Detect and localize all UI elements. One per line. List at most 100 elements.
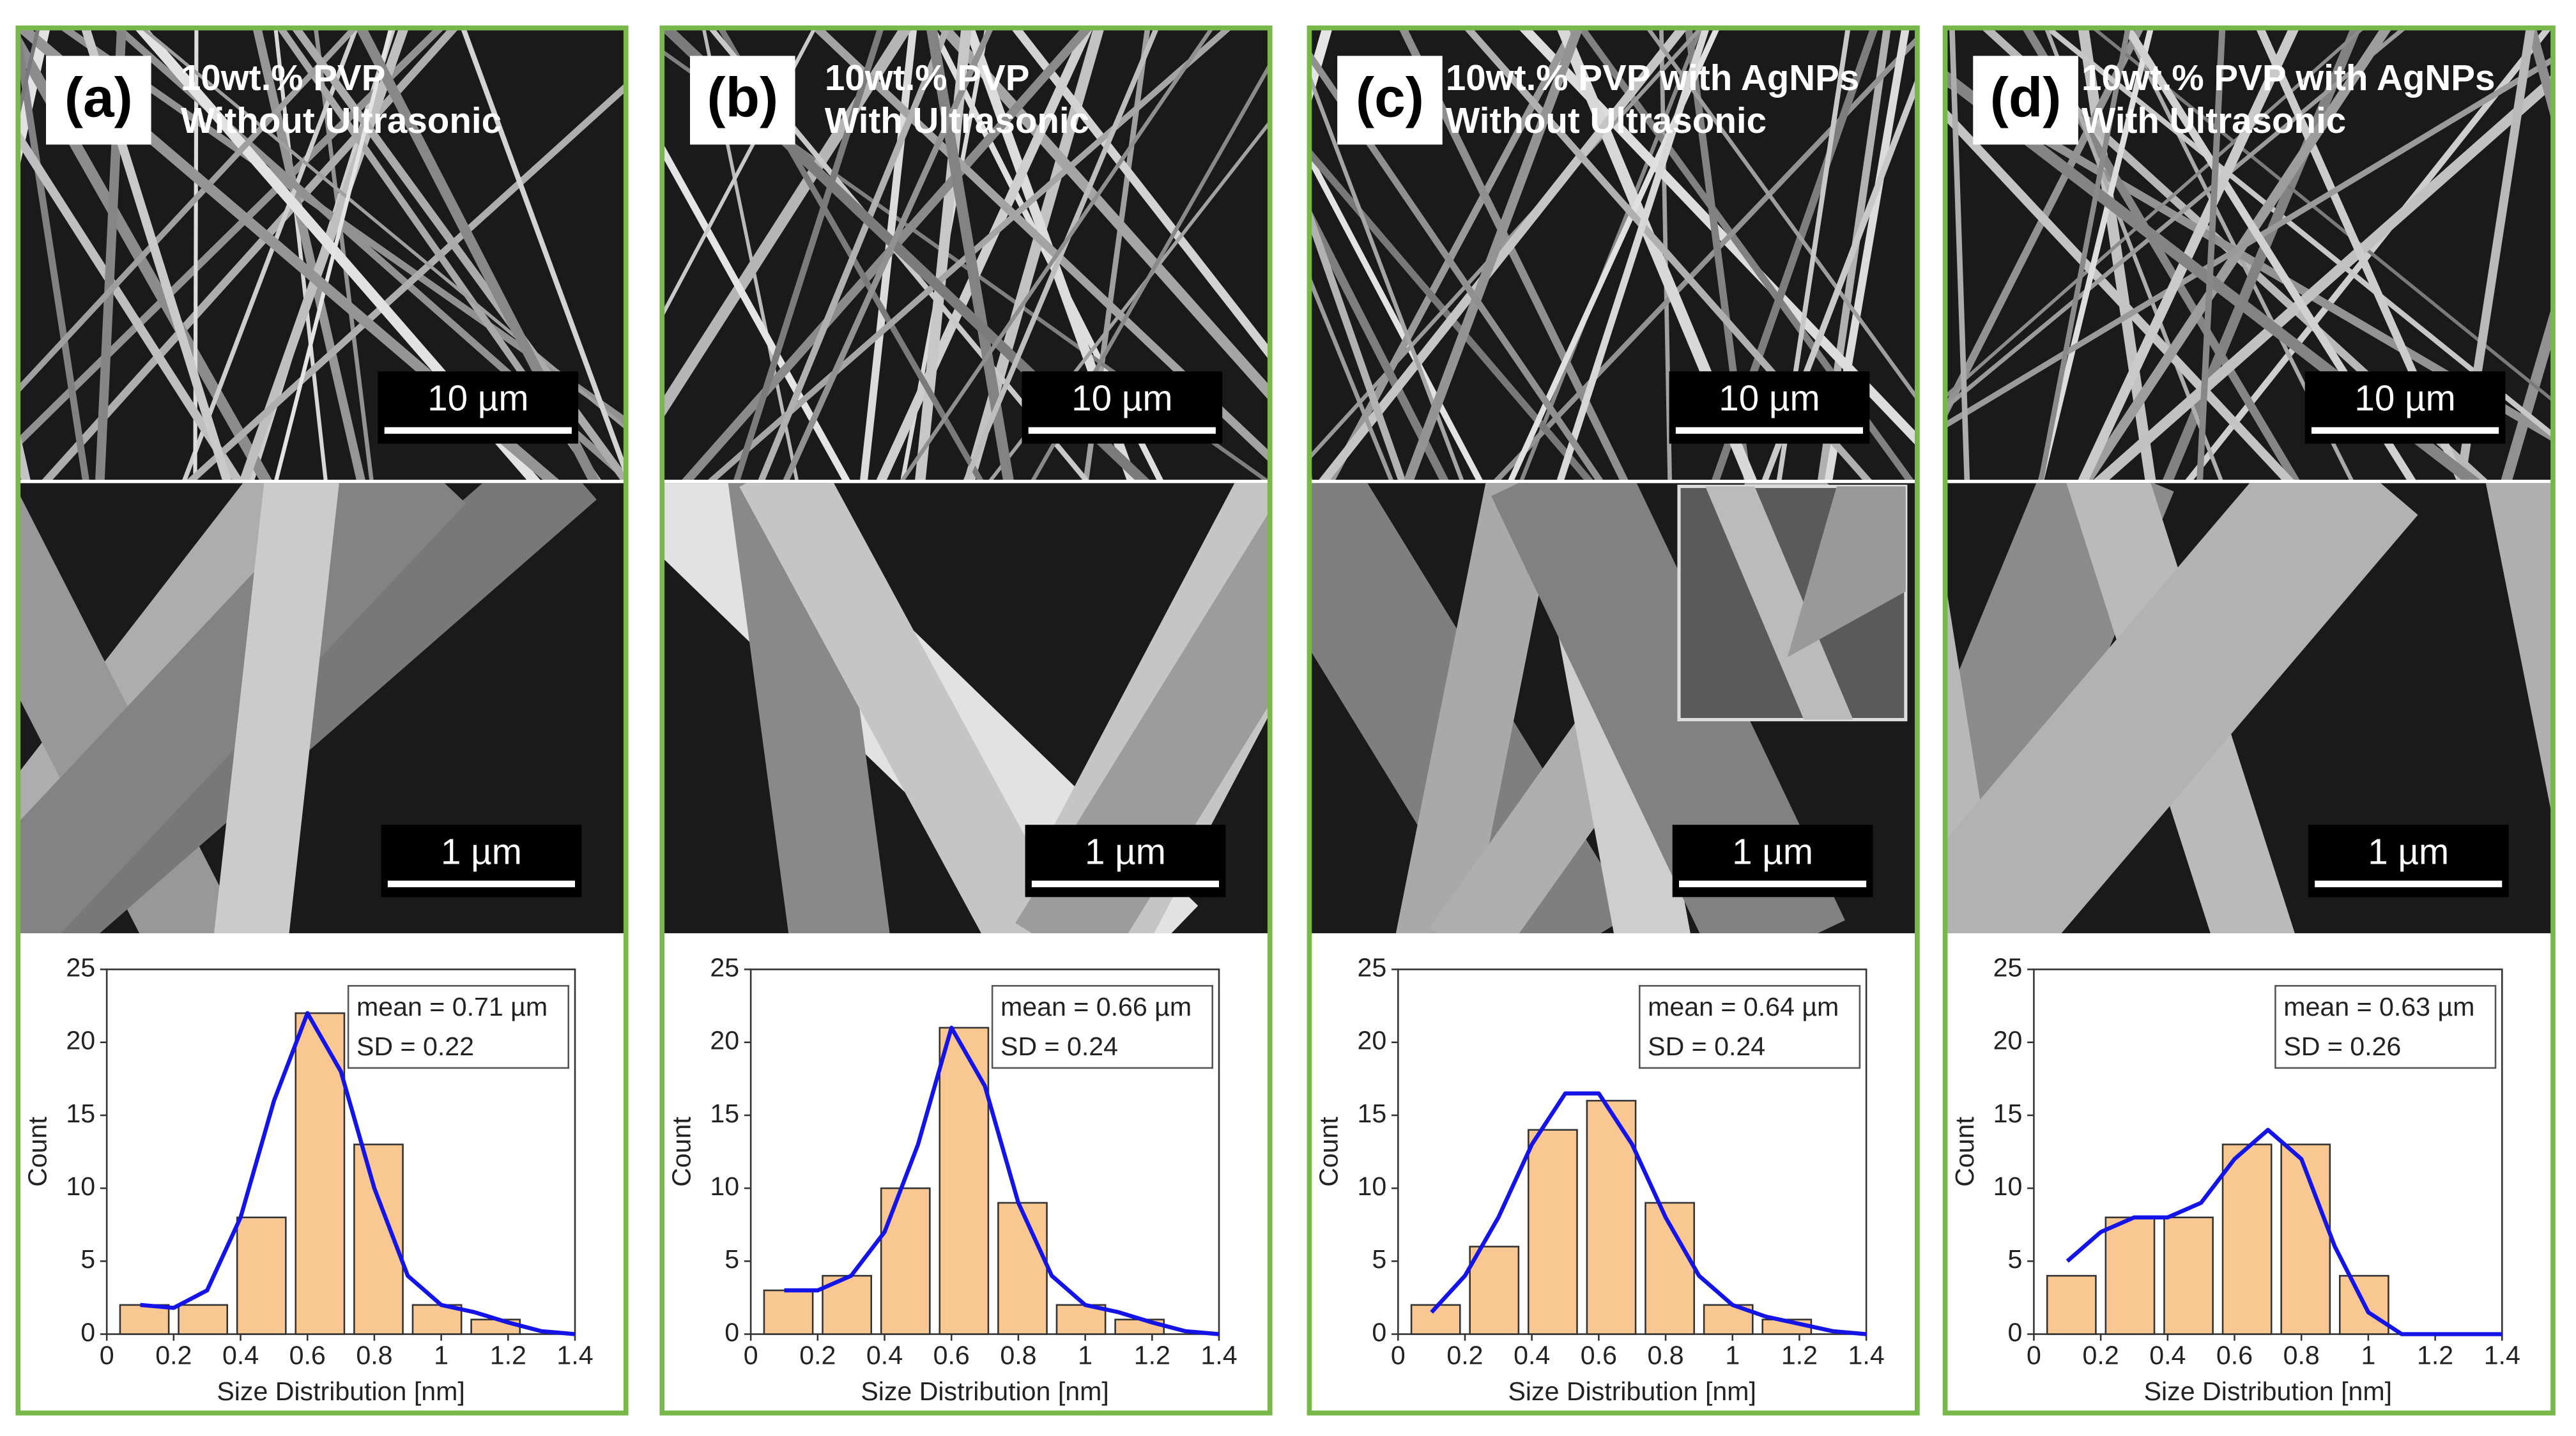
y-tick-label: 10 bbox=[66, 1172, 95, 1201]
fiber bbox=[2038, 29, 2131, 480]
y-tick-label: 5 bbox=[80, 1244, 95, 1274]
panel-label: (a) bbox=[65, 66, 133, 129]
x-tick-label: 0.8 bbox=[2283, 1340, 2320, 1370]
annotation-box bbox=[2274, 984, 2497, 1069]
x-tick-label: 0.6 bbox=[2216, 1340, 2253, 1370]
fiber bbox=[926, 29, 1014, 480]
x-axis-label: Size Distribution [nm] bbox=[861, 1377, 1108, 1406]
x-tick-label: 0 bbox=[744, 1340, 758, 1370]
y-tick-label: 0 bbox=[80, 1317, 95, 1347]
scale-bar-label: 10 µm bbox=[427, 378, 528, 418]
fiber bbox=[1311, 51, 1604, 480]
x-tick-label: 0 bbox=[1391, 1340, 1406, 1370]
bar bbox=[2221, 1143, 2273, 1335]
bar bbox=[2280, 1143, 2331, 1335]
panel-title: 10wt.% PVP with AgNPs bbox=[2082, 57, 2495, 98]
annotation: SD = 0.26 bbox=[2283, 1032, 2401, 1061]
panel-label-box bbox=[1337, 56, 1443, 145]
x-tick-label: 0 bbox=[2027, 1340, 2041, 1370]
fiber bbox=[938, 29, 1269, 400]
fiber bbox=[19, 29, 357, 393]
fit-curve bbox=[140, 1011, 576, 1336]
fiber bbox=[2093, 75, 2552, 480]
y-tick-label: 25 bbox=[66, 952, 95, 982]
fiber bbox=[739, 483, 1076, 933]
y-tick-label: 0 bbox=[2008, 1317, 2023, 1347]
fit-curve bbox=[2066, 1127, 2503, 1336]
panel-title: With Ultrasonic bbox=[2082, 100, 2346, 141]
annotation-box bbox=[347, 984, 569, 1069]
y-tick-label: 5 bbox=[1372, 1244, 1386, 1274]
fiber bbox=[1404, 29, 1583, 480]
panel-label: (c) bbox=[1356, 66, 1424, 129]
fiber bbox=[2092, 29, 2552, 402]
inset-fiber bbox=[1787, 486, 1906, 657]
fiber bbox=[2196, 29, 2226, 480]
panel-border bbox=[659, 25, 1273, 1416]
fiber bbox=[663, 29, 912, 418]
y-axis-label: Count bbox=[1314, 1117, 1344, 1187]
x-tick-label: 0.2 bbox=[1446, 1340, 1483, 1370]
fiber bbox=[1311, 277, 1393, 480]
x-tick-label: 1.4 bbox=[1848, 1340, 1885, 1370]
annotation: mean = 0.71 µm bbox=[356, 992, 548, 1021]
annotation: mean = 0.63 µm bbox=[2283, 992, 2474, 1021]
fiber bbox=[273, 29, 328, 480]
panel-label-box bbox=[690, 56, 795, 145]
panel-title: 10wt.% PVP bbox=[825, 57, 1030, 98]
annotation: SD = 0.24 bbox=[1648, 1032, 1765, 1061]
fiber bbox=[19, 29, 50, 167]
x-tick-label: 1.2 bbox=[2417, 1340, 2453, 1370]
y-tick-label: 20 bbox=[710, 1026, 739, 1055]
bar bbox=[2338, 1274, 2389, 1335]
y-tick-label: 15 bbox=[710, 1099, 739, 1128]
x-tick-label: 0.8 bbox=[1000, 1340, 1036, 1370]
fiber bbox=[2527, 29, 2552, 119]
fiber bbox=[1311, 149, 1593, 480]
bar bbox=[2046, 1274, 2097, 1335]
panel-title: 10wt.% PVP with AgNPs bbox=[1446, 57, 1859, 98]
x-tick-label: 0.4 bbox=[866, 1340, 903, 1370]
fiber bbox=[1947, 483, 2418, 933]
x-tick-label: 1.4 bbox=[556, 1340, 593, 1370]
panel-label: (d) bbox=[1990, 66, 2062, 129]
fiber bbox=[1011, 29, 1269, 359]
y-tick-label: 0 bbox=[724, 1317, 739, 1347]
y-tick-label: 20 bbox=[1358, 1026, 1387, 1055]
fiber bbox=[2045, 29, 2552, 438]
fiber bbox=[733, 29, 884, 480]
x-tick-label: 0 bbox=[100, 1340, 114, 1370]
x-axis-label: Size Distribution [nm] bbox=[1508, 1377, 1756, 1406]
x-tick-label: 0.6 bbox=[289, 1340, 326, 1370]
fiber bbox=[1319, 29, 1687, 480]
annotation: SD = 0.22 bbox=[356, 1032, 474, 1061]
scale-bar-label: 1 µm bbox=[441, 831, 522, 871]
fiber bbox=[1311, 154, 1483, 480]
x-tick-label: 1 bbox=[2361, 1340, 2375, 1370]
y-tick-label: 25 bbox=[710, 952, 739, 982]
fiber bbox=[2081, 29, 2392, 480]
annotation-box bbox=[1639, 984, 1861, 1069]
panel-label-box bbox=[46, 56, 151, 145]
x-tick-label: 1.2 bbox=[1781, 1340, 1818, 1370]
y-tick-label: 5 bbox=[2008, 1244, 2023, 1274]
y-tick-label: 25 bbox=[1358, 952, 1387, 982]
x-tick-label: 0.4 bbox=[1514, 1340, 1550, 1370]
y-axis-label: Count bbox=[667, 1117, 696, 1187]
y-tick-label: 5 bbox=[724, 1244, 739, 1274]
fiber bbox=[19, 131, 243, 480]
fiber bbox=[1947, 29, 2144, 418]
fiber bbox=[1395, 483, 1561, 933]
x-tick-label: 0.4 bbox=[222, 1340, 259, 1370]
fiber bbox=[214, 483, 339, 933]
bar bbox=[997, 1202, 1048, 1335]
x-tick-label: 1.4 bbox=[2484, 1340, 2520, 1370]
y-tick-label: 15 bbox=[1993, 1099, 2023, 1128]
x-tick-label: 0.2 bbox=[155, 1340, 192, 1370]
y-tick-label: 15 bbox=[66, 1099, 95, 1128]
x-tick-label: 0.2 bbox=[2083, 1340, 2119, 1370]
fiber bbox=[758, 29, 950, 480]
annotation: mean = 0.64 µm bbox=[1648, 992, 1839, 1021]
scale-bar-label: 1 µm bbox=[1085, 831, 1166, 871]
y-tick-label: 10 bbox=[1358, 1172, 1387, 1201]
